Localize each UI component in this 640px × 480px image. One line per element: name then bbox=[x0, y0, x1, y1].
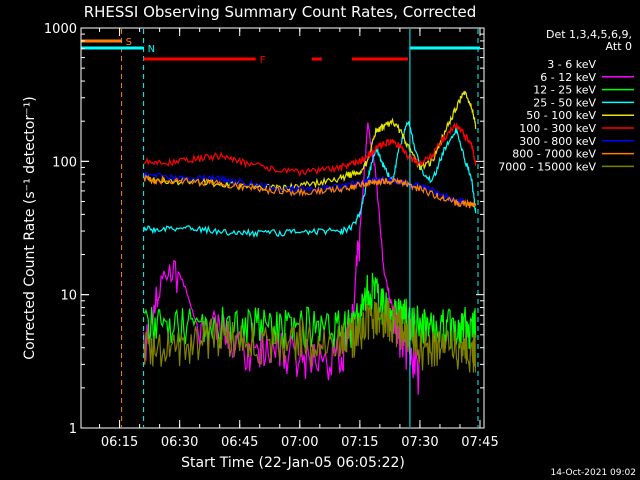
flag-label-n: N bbox=[148, 44, 155, 55]
legend-header: Att 0 bbox=[606, 40, 632, 53]
legend-entry-label: 6 - 12 keV bbox=[540, 71, 596, 84]
y-tick-label: 10 bbox=[60, 289, 77, 304]
x-tick-label: 06:45 bbox=[221, 435, 258, 450]
x-tick-label: 07:45 bbox=[461, 435, 498, 450]
legend-entry-label: 3 - 6 keV bbox=[547, 58, 596, 71]
x-tick-label: 06:15 bbox=[101, 435, 138, 450]
x-tick-label: 06:30 bbox=[161, 435, 198, 450]
legend-entry-label: 50 - 100 keV bbox=[526, 109, 596, 122]
series-line-8 bbox=[143, 300, 477, 373]
series-line-5 bbox=[143, 122, 477, 177]
plot-frame bbox=[80, 27, 485, 429]
y-tick-label: 100 bbox=[52, 155, 77, 170]
legend-entry-label: 25 - 50 keV bbox=[533, 96, 596, 109]
x-tick-label: 07:30 bbox=[401, 435, 438, 450]
legend-entry-label: 12 - 25 keV bbox=[533, 84, 596, 97]
flag-label-f: F bbox=[260, 55, 266, 66]
series-line-2 bbox=[143, 273, 477, 350]
legend-entry-label: 300 - 800 keV bbox=[519, 135, 596, 148]
y-tick-label: 1 bbox=[69, 422, 77, 437]
flag-bars: S N F bbox=[81, 37, 480, 66]
chart-title: RHESSI Observing Summary Count Rates, Co… bbox=[84, 3, 477, 21]
legend-entry-label: 100 - 300 keV bbox=[519, 122, 596, 135]
x-tick-label: 07:15 bbox=[341, 435, 378, 450]
series-layer bbox=[143, 90, 477, 395]
legend-entry-label: 800 - 7000 keV bbox=[512, 148, 596, 161]
series-line-3 bbox=[143, 121, 477, 239]
legend-header: Det 1,3,4,5,6,9, bbox=[546, 28, 632, 41]
legend-entry-label: 7000 - 15000 keV bbox=[498, 160, 596, 173]
series-line-7 bbox=[143, 173, 477, 209]
x-axis-label: Start Time (22-Jan-05 06:05:22) bbox=[181, 455, 405, 471]
axes: 1 10 100 1000 06:15 06:30 06:45 07:00 07:15 07:30… bbox=[44, 22, 499, 450]
y-tick-label: 1000 bbox=[44, 22, 77, 37]
date-stamp: 14-Oct-2021 09:02 bbox=[551, 468, 636, 478]
flag-label-s: S bbox=[126, 37, 132, 48]
y-axis-label: Corrected Count Rate (s⁻¹ detector⁻¹) bbox=[22, 96, 38, 359]
x-tick-label: 07:00 bbox=[281, 435, 318, 450]
